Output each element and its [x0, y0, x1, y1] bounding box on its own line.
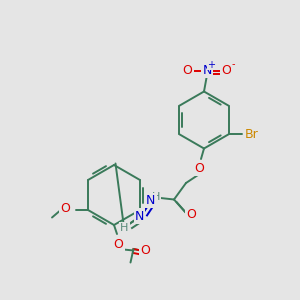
- Text: N: N: [135, 209, 144, 223]
- Text: N: N: [146, 194, 156, 207]
- Text: O: O: [141, 244, 150, 257]
- Text: O: O: [187, 208, 196, 221]
- Text: H: H: [120, 223, 129, 233]
- Text: O: O: [195, 161, 204, 175]
- Text: H: H: [152, 191, 160, 202]
- Text: O: O: [114, 238, 123, 251]
- Text: N: N: [202, 64, 212, 77]
- Text: Br: Br: [244, 128, 258, 141]
- Text: -: -: [232, 59, 235, 70]
- Text: O: O: [61, 202, 70, 215]
- Text: +: +: [208, 59, 215, 70]
- Text: O: O: [183, 64, 192, 77]
- Text: O: O: [222, 64, 231, 77]
